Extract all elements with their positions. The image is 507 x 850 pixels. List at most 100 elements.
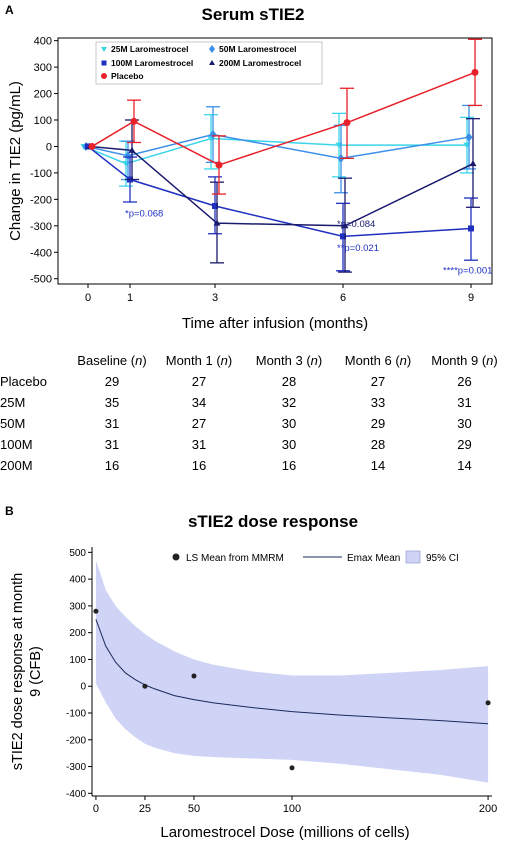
y-tick-label: 300 bbox=[34, 62, 52, 74]
legend: 25M Laromestrocel 50M Laromestrocel 100M L… bbox=[95, 41, 323, 85]
x-axis-label: Time after infusion (months) bbox=[182, 315, 368, 332]
data-point bbox=[289, 765, 295, 771]
data-point bbox=[101, 47, 107, 52]
data-point bbox=[209, 60, 215, 65]
table-cell: 26 bbox=[457, 374, 472, 389]
table-cell: 28 bbox=[370, 437, 386, 452]
table-cell: 31 bbox=[191, 437, 207, 452]
table-cell: 27 bbox=[191, 416, 207, 431]
y-tick-label: 0 bbox=[80, 682, 86, 693]
x-tick-label: 0 bbox=[93, 803, 99, 815]
table-row: 50M 31 27 30 29 30 bbox=[0, 413, 507, 434]
data-point bbox=[101, 73, 107, 79]
row-label: 200M bbox=[0, 458, 33, 473]
y-tick-label: 300 bbox=[69, 601, 86, 612]
data-point bbox=[213, 219, 221, 226]
row-label: 25M bbox=[0, 395, 26, 410]
data-point bbox=[343, 119, 351, 127]
annotation: *p=0.068 bbox=[125, 209, 163, 220]
y-tick-label: 400 bbox=[34, 36, 52, 48]
table-cell: 30 bbox=[281, 437, 297, 452]
data-point bbox=[340, 233, 346, 240]
data-point bbox=[485, 700, 491, 706]
data-point bbox=[191, 673, 197, 679]
panel-label: A bbox=[5, 3, 14, 17]
table-cell: 30 bbox=[281, 416, 297, 431]
row-label: 100M bbox=[0, 437, 33, 452]
data-point bbox=[101, 60, 107, 66]
legend-marker bbox=[405, 550, 421, 564]
plot-frame bbox=[57, 37, 493, 285]
y-tick-label: -100 bbox=[30, 168, 52, 180]
y-tick-label: 100 bbox=[34, 115, 52, 127]
y-tick-label: -400 bbox=[66, 789, 86, 800]
legend-label: Placebo bbox=[111, 71, 144, 81]
x-tick-label: 50 bbox=[188, 803, 200, 815]
annotation: *p=0.084 bbox=[337, 219, 375, 230]
data-point bbox=[215, 161, 223, 169]
table-header: Month 6 (n) bbox=[344, 353, 412, 368]
y-tick-label: -500 bbox=[30, 274, 52, 286]
y-tick-label: -300 bbox=[66, 762, 86, 773]
table-cell: 31 bbox=[104, 416, 120, 431]
legend-label: 95% CI bbox=[426, 553, 459, 564]
table-row: 200M 16 16 16 14 14 bbox=[0, 455, 507, 476]
legend-label: Emax Mean bbox=[347, 553, 400, 564]
table-cell: 32 bbox=[281, 395, 297, 410]
legend-label: 25M Laromestrocel bbox=[111, 44, 188, 54]
table-cell: 29 bbox=[370, 416, 386, 431]
series-3 bbox=[86, 118, 480, 273]
chart-title: Serum sTIE2 bbox=[202, 5, 305, 24]
series-0 bbox=[80, 112, 474, 187]
table-cell: 31 bbox=[104, 437, 120, 452]
y-axis-label: Change in TIE2 (pg/mL) bbox=[7, 81, 24, 241]
data-point bbox=[128, 146, 136, 153]
series-1 bbox=[82, 104, 476, 194]
annotation: ****p=0.001 bbox=[443, 265, 492, 276]
x-tick-label: 200 bbox=[479, 803, 497, 815]
table-header: Month 9 (n) bbox=[431, 353, 498, 368]
annotation: **p=0.021 bbox=[337, 243, 379, 254]
y-tick-label: -400 bbox=[30, 247, 52, 259]
table-cell: 31 bbox=[457, 395, 472, 410]
x-tick-label: 0 bbox=[85, 292, 91, 304]
table-cell: 33 bbox=[370, 395, 386, 410]
x-tick-label: 100 bbox=[283, 803, 301, 815]
table-row: 25M 35 34 32 33 31 bbox=[0, 392, 507, 413]
y-tick-label: 0 bbox=[46, 141, 52, 153]
data-point bbox=[465, 132, 473, 142]
data-point bbox=[209, 130, 217, 140]
table-cell: 16 bbox=[104, 458, 120, 473]
legend-label: LS Mean from MMRM bbox=[186, 553, 284, 564]
y-tick-label: -200 bbox=[30, 194, 52, 206]
y-tick-label: -200 bbox=[66, 735, 86, 746]
legend-marker bbox=[172, 553, 180, 561]
table-cell: 14 bbox=[457, 458, 472, 473]
table-cell: 16 bbox=[281, 458, 297, 473]
emax-line bbox=[95, 619, 489, 725]
series-line bbox=[85, 133, 470, 160]
y-axis-label: sTIE2 dose response at month bbox=[10, 573, 26, 770]
ci-band bbox=[95, 560, 489, 783]
y-axis-label: 9 (CFB) bbox=[28, 646, 44, 697]
series-line bbox=[87, 145, 472, 238]
data-point bbox=[142, 683, 148, 689]
x-tick-label: 6 bbox=[340, 292, 346, 304]
x-tick-label: 3 bbox=[212, 292, 218, 304]
table-cell: 34 bbox=[191, 395, 207, 410]
table-cell: 35 bbox=[104, 395, 120, 410]
data-point bbox=[212, 202, 218, 209]
row-label: 50M bbox=[0, 416, 26, 431]
x-tick-label: 25 bbox=[139, 803, 151, 815]
legend-label: 100M Laromestrocel bbox=[111, 58, 193, 68]
y-tick-label: -300 bbox=[30, 221, 52, 233]
table-cell: 14 bbox=[370, 458, 386, 473]
table-row: 100M 31 31 30 28 29 bbox=[0, 434, 507, 455]
table-cell: 27 bbox=[370, 374, 386, 389]
panel-a-chart: A Serum sTIE2 400 300 200 100 0 -100 -200 -300 -40… bbox=[5, 3, 493, 332]
legend: LS Mean from MMRM Emax Mean 95% CI bbox=[172, 550, 459, 564]
data-point bbox=[88, 142, 96, 150]
panel-label: B bbox=[5, 505, 14, 518]
data-point bbox=[469, 160, 477, 167]
table-cell: 27 bbox=[191, 374, 207, 389]
